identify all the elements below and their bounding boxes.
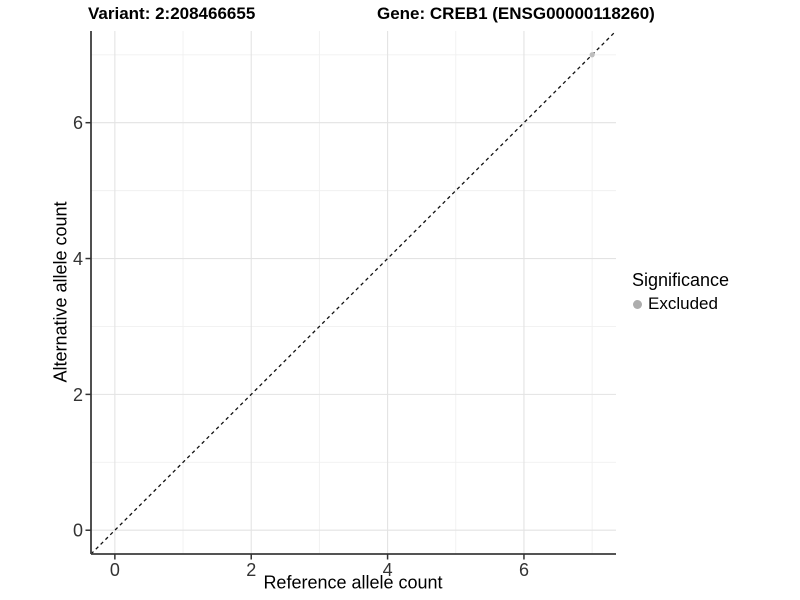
- legend-title: Significance: [632, 270, 730, 290]
- x-tick-label: 4: [383, 560, 393, 580]
- plot-title-variant: Variant: 2:208466655: [88, 4, 256, 23]
- x-tick-label: 0: [110, 560, 120, 580]
- plot-panel: 0 2 4 6 0 2 4 6: [73, 30, 617, 580]
- x-tick-label: 6: [519, 560, 529, 580]
- plot-title-gene: Gene: CREB1 (ENSG00000118260): [377, 4, 655, 23]
- x-tick-label: 2: [246, 560, 256, 580]
- data-point: [589, 52, 595, 58]
- legend-item-label: Excluded: [648, 294, 718, 313]
- legend: Significance Excluded: [632, 270, 729, 314]
- legend-item-excluded: Excluded: [633, 294, 729, 314]
- y-tick-label: 6: [73, 113, 83, 133]
- plot-svg: 0 2 4 6 0 2 4 6: [73, 30, 617, 580]
- y-tick-label: 0: [73, 521, 83, 541]
- x-axis-title: Reference allele count: [263, 572, 443, 593]
- legend-key-dot: [633, 299, 642, 309]
- identity-reference-line: [90, 30, 617, 555]
- y-tick-label: 4: [73, 249, 83, 269]
- y-axis-title: Alternative allele count: [50, 201, 71, 383]
- y-tick-label: 2: [73, 385, 83, 405]
